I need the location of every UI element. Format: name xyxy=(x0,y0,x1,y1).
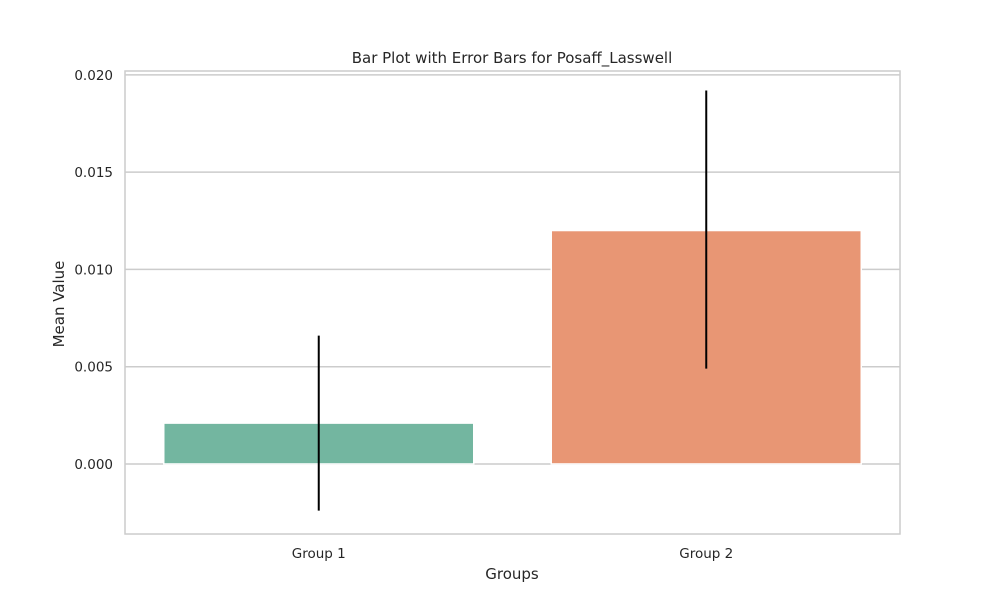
error-bars-layer xyxy=(317,90,708,511)
x-tick-label: Group 2 xyxy=(679,546,733,562)
y-tick-label: 0.020 xyxy=(74,68,113,84)
y-axis-label: Mean Value xyxy=(50,261,68,348)
chart-title: Bar Plot with Error Bars for Posaff_Lass… xyxy=(352,49,673,68)
x-ticks-layer: Group 1 Group 2 xyxy=(292,546,733,562)
y-ticks-layer: 0.000 0.005 0.010 0.015 0.020 xyxy=(74,68,113,473)
x-tick-label: Group 1 xyxy=(292,546,346,562)
y-tick-label: 0.015 xyxy=(74,165,113,181)
plot-frame xyxy=(124,70,901,535)
y-tick-label: 0.005 xyxy=(74,360,113,376)
y-tick-label: 0.000 xyxy=(74,457,113,473)
y-tick-label: 0.010 xyxy=(74,262,113,278)
bars-layer xyxy=(163,229,862,465)
x-axis-label: Groups xyxy=(485,565,539,583)
